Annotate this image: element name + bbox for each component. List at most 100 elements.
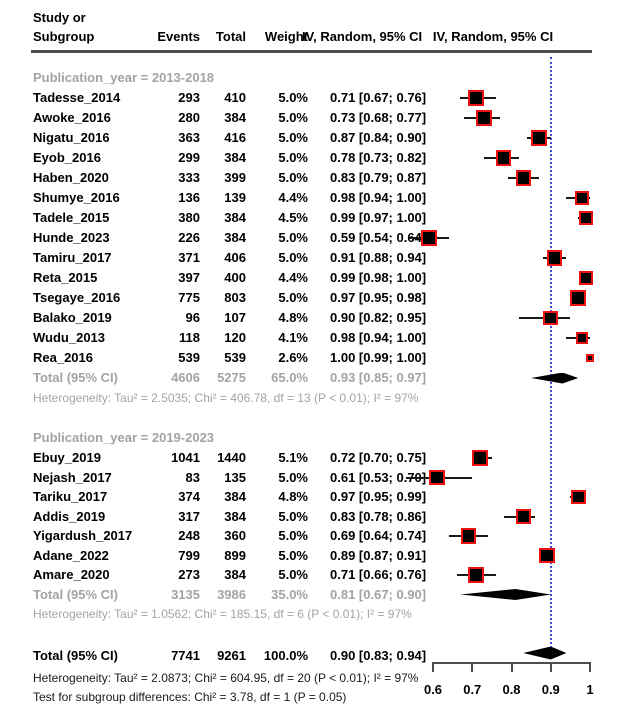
effect-square: [539, 547, 555, 564]
study-events: 83: [185, 469, 200, 485]
study-weight: 5.0%: [278, 567, 308, 582]
group-label: Publication_year = 2019-2023: [33, 430, 215, 445]
study-name: Nigatu_2016: [33, 130, 110, 145]
study-name: Awoke_2016: [33, 110, 111, 125]
study-events: 248: [178, 528, 200, 543]
column-header-events: Events: [157, 29, 200, 44]
study-name: Eyob_2016: [33, 150, 101, 165]
summary-diamond: [460, 589, 551, 600]
column-header-study-line2: Subgroup: [33, 29, 95, 44]
effect-square: [531, 130, 547, 146]
study-events: 397: [178, 270, 200, 285]
study-ci: 0.97 [0.95; 0.98]: [330, 290, 427, 305]
study-name: Tariku_2017: [33, 489, 108, 504]
group-total-events: 4606: [171, 370, 200, 385]
study-ci: 0.99 [0.97; 1.00]: [330, 210, 427, 225]
group-total-weight: 65.0%: [271, 370, 308, 385]
study-weight: 4.1%: [278, 330, 308, 345]
study-events: 363: [178, 130, 200, 145]
group-total-events: 3135: [171, 586, 200, 602]
study-weight: 4.4%: [278, 190, 308, 205]
x-axis-tick: [589, 662, 591, 672]
study-total: 384: [224, 230, 246, 245]
study-weight: 5.0%: [278, 130, 308, 145]
x-axis-tick: [432, 662, 434, 672]
study-ci: 1.00 [0.99; 1.00]: [330, 350, 427, 365]
effect-square: [570, 489, 586, 505]
group-total-name: Total (95% CI): [33, 586, 118, 602]
study-ci: 0.73 [0.68; 0.77]: [330, 110, 427, 125]
effect-square: [579, 271, 593, 285]
study-total: 107: [224, 310, 246, 325]
study-name: Wudu_2013: [33, 330, 106, 345]
study-name: Yigardush_2017: [33, 528, 133, 543]
group-total-total: 5275: [217, 370, 246, 385]
group-total-total: 3986: [217, 586, 246, 602]
header-rule: [31, 50, 592, 53]
study-total: 899: [224, 547, 246, 563]
study-weight: 5.0%: [278, 110, 308, 125]
overall-heterogeneity: Heterogeneity: Tau² = 2.0873; Chi² = 604…: [33, 671, 419, 685]
study-weight: 5.0%: [278, 250, 308, 265]
study-ci: 0.98 [0.94; 1.00]: [330, 330, 427, 345]
study-weight: 5.0%: [278, 290, 308, 305]
x-axis-tick-label: 0.6: [423, 682, 443, 697]
study-events: 293: [178, 90, 200, 105]
x-axis-tick: [471, 662, 474, 672]
study-total: 803: [224, 290, 246, 305]
column-header-total: Total: [215, 29, 246, 44]
study-total: 400: [224, 270, 246, 285]
study-weight: 5.1%: [278, 450, 308, 465]
study-events: 118: [179, 330, 200, 345]
x-axis-tick-label: 0.8: [502, 682, 521, 697]
study-name: Balako_2019: [33, 310, 112, 325]
study-ci: 0.87 [0.84; 0.90]: [330, 130, 427, 145]
effect-square: [575, 331, 589, 345]
effect-square: [421, 230, 437, 246]
study-events: 371: [178, 250, 200, 265]
overall-total-events: 7741: [171, 648, 200, 663]
study-weight: 5.0%: [278, 528, 308, 543]
reference-line: [549, 57, 552, 648]
study-weight: 4.5%: [278, 210, 308, 225]
study-weight: 2.6%: [278, 350, 308, 365]
subgroup-test: Test for subgroup differences: Chi² = 3.…: [33, 690, 347, 704]
study-ci: 0.71 [0.66; 0.76]: [330, 567, 427, 582]
study-name: Haben_2020: [33, 170, 109, 185]
study-weight: 5.0%: [278, 150, 308, 165]
group-total-ci: 0.81 [0.67; 0.90]: [330, 586, 427, 602]
study-ci: 0.83 [0.78; 0.86]: [330, 508, 427, 524]
effect-square: [468, 90, 484, 106]
study-name: Reta_2015: [33, 270, 98, 285]
study-ci: 0.69 [0.64; 0.74]: [330, 528, 427, 543]
overall-total-weight: 100.0%: [263, 648, 308, 663]
x-axis-tick-label: 0.9: [541, 682, 560, 697]
study-events: 333: [178, 170, 200, 185]
x-axis-tick-label: 1: [586, 682, 594, 697]
column-header-study-line1: Study or: [33, 10, 86, 25]
study-events: 539: [178, 350, 200, 365]
study-weight: 5.0%: [278, 547, 308, 563]
column-header-weight: Weight: [264, 29, 308, 44]
overall-total-name: Total (95% CI): [33, 648, 118, 663]
study-events: 799: [178, 547, 200, 563]
study-events: 96: [185, 310, 200, 325]
effect-square: [468, 567, 484, 583]
study-total: 406: [224, 250, 246, 265]
group-total-name: Total (95% CI): [33, 370, 118, 385]
study-name: Addis_2019: [33, 508, 106, 524]
x-axis-tick-label: 0.7: [463, 682, 482, 697]
study-name: Amare_2020: [33, 567, 110, 582]
study-ci: 0.89 [0.87; 0.91]: [330, 547, 427, 563]
study-weight: 5.0%: [278, 170, 308, 185]
study-weight: 5.0%: [278, 230, 308, 245]
study-name: Ebuy_2019: [33, 450, 101, 465]
study-ci: 0.71 [0.67; 0.76]: [330, 90, 427, 105]
study-ci: 0.78 [0.73; 0.82]: [330, 150, 427, 165]
study-total: 399: [224, 170, 246, 185]
x-axis-tick: [510, 662, 513, 672]
group-heterogeneity: Heterogeneity: Tau² = 2.5035; Chi² = 406…: [33, 391, 419, 405]
study-name: Tsegaye_2016: [33, 290, 121, 305]
study-weight: 5.0%: [278, 90, 308, 105]
study-total: 384: [224, 150, 246, 165]
